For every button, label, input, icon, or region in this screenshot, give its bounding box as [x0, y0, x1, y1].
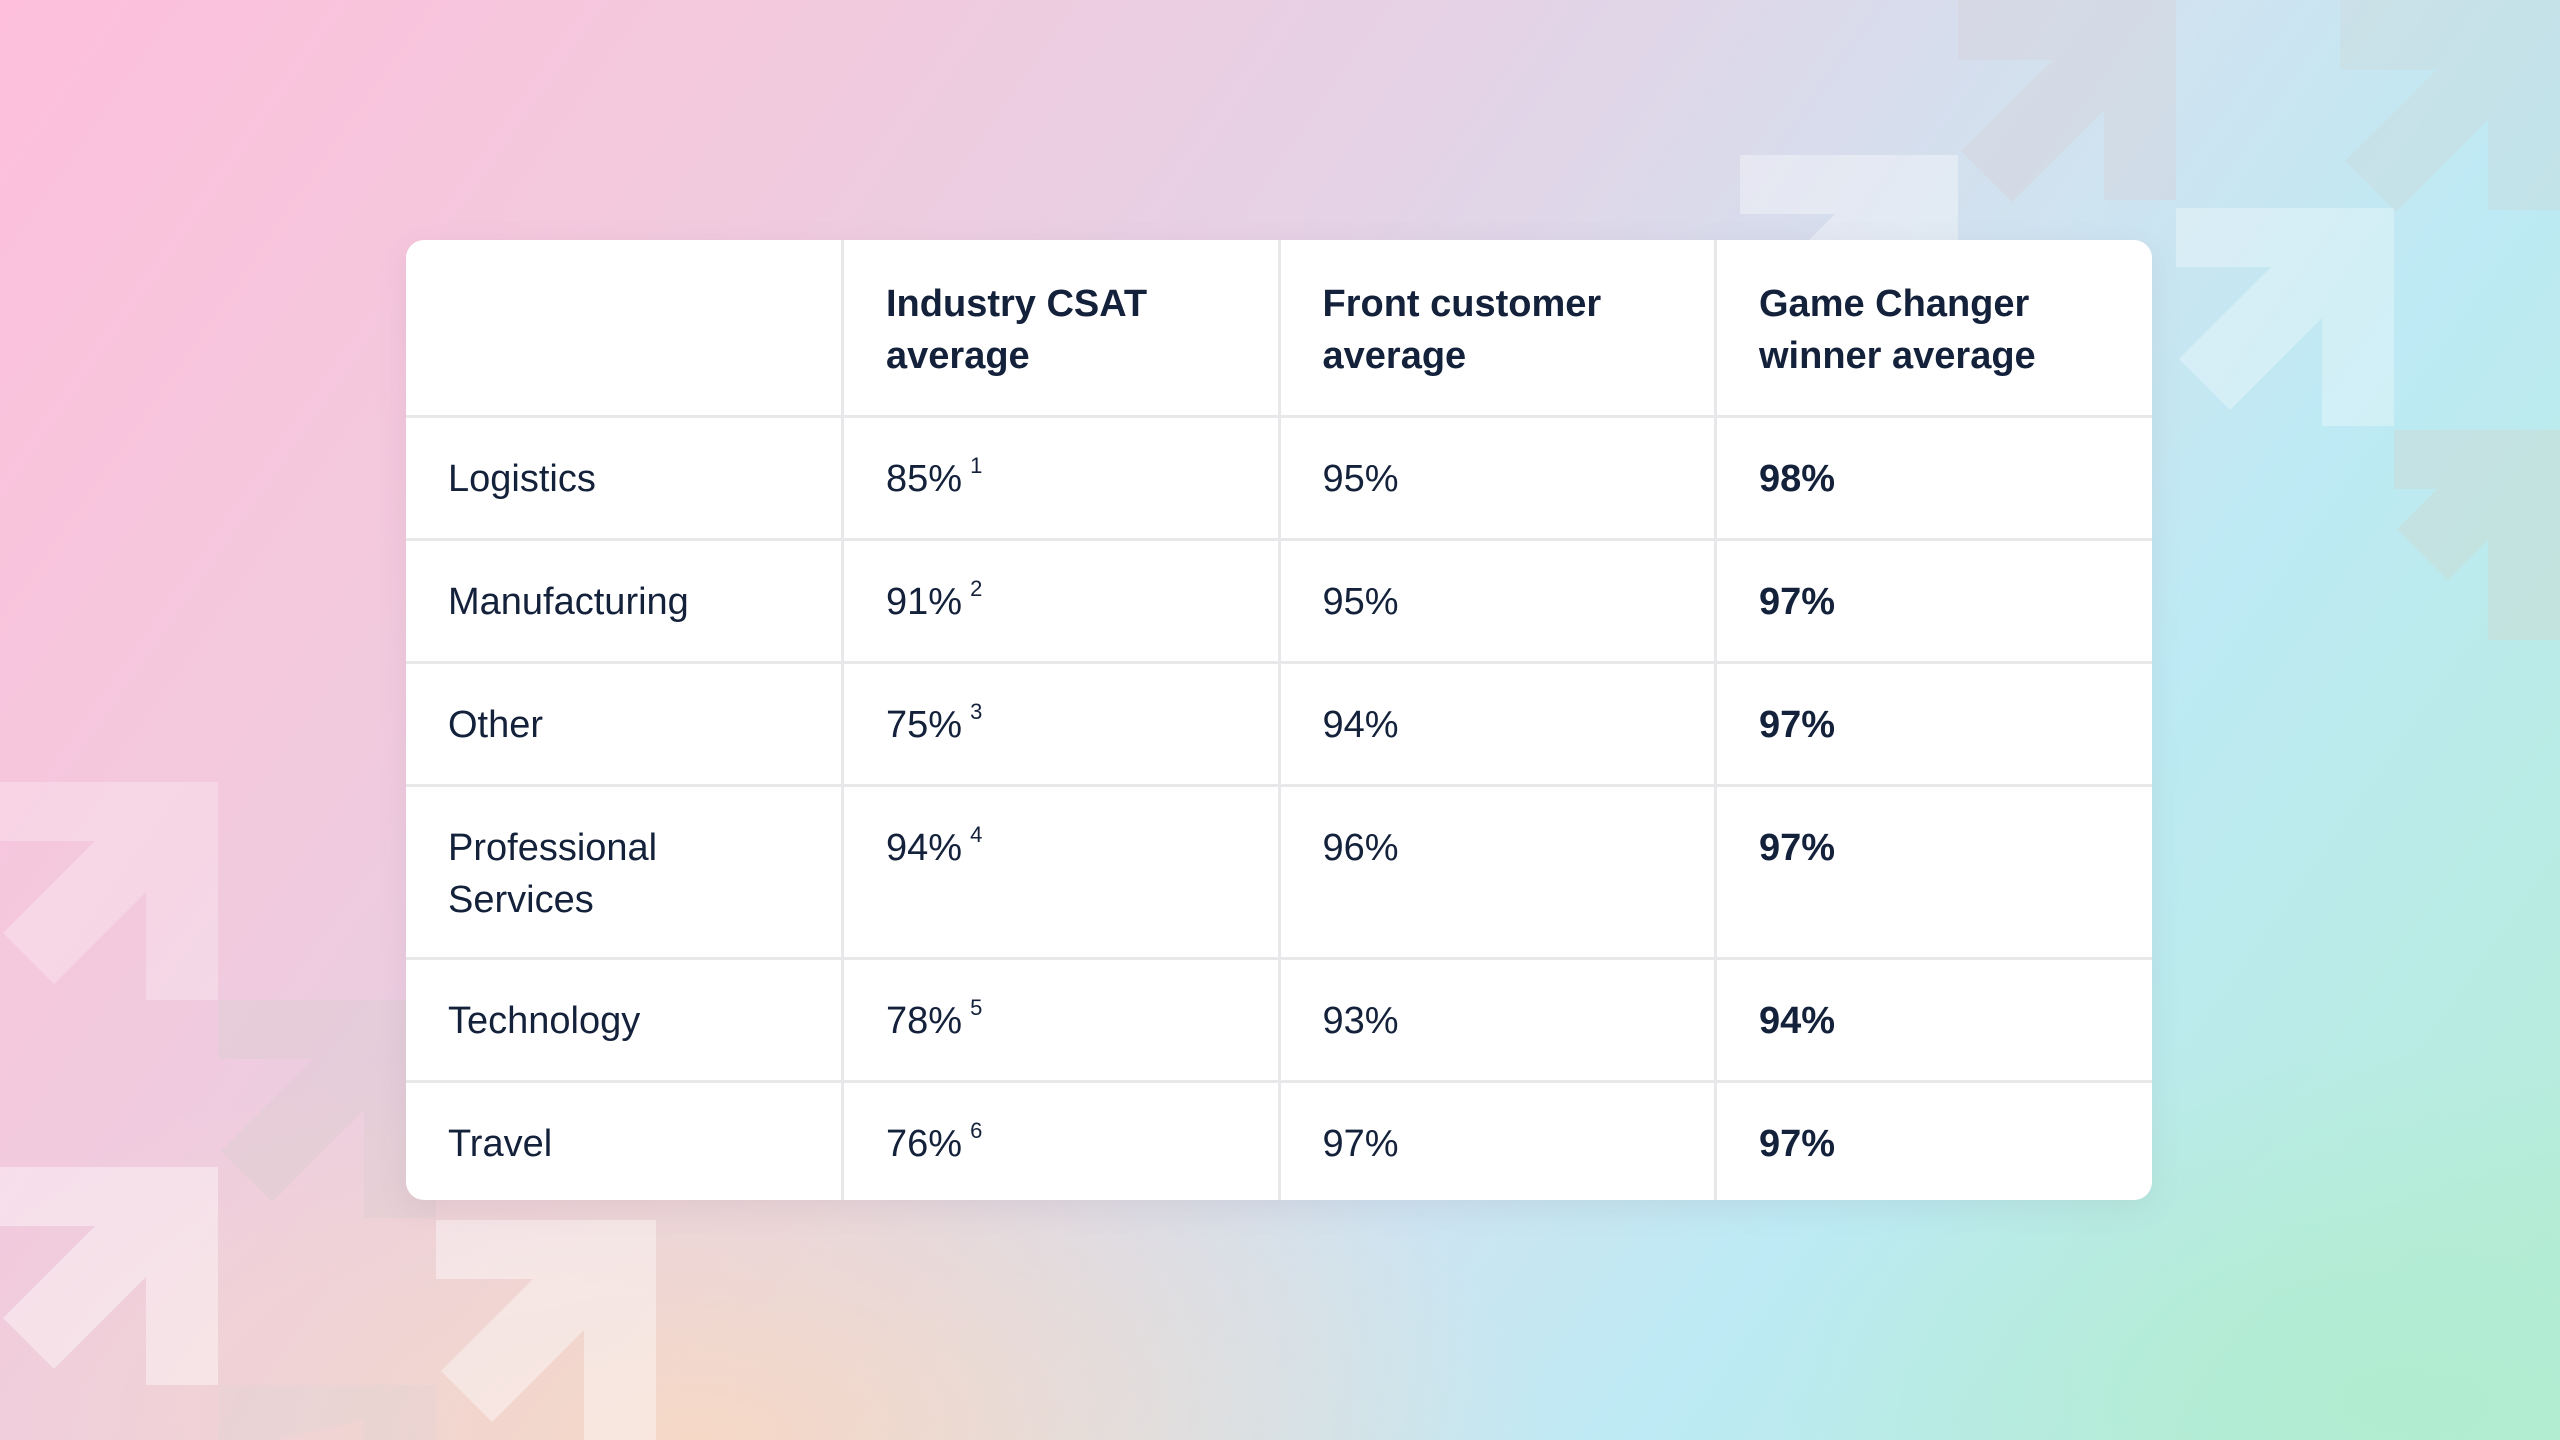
game-changer-value: 94% [1714, 956, 2152, 1083]
arrow-up-right-icon [2176, 208, 2394, 426]
industry-csat-cell: 94% 4 [841, 783, 1281, 960]
table-row: Other 75% 3 94% 97% [406, 660, 2152, 787]
industry-name: Technology [406, 956, 844, 1083]
footnote-marker: 3 [970, 698, 983, 724]
arrow-up-right-icon [2394, 430, 2560, 640]
industry-csat-cell: 85% 1 [841, 414, 1281, 541]
footnote-marker: 6 [970, 1117, 983, 1143]
front-customer-value: 94% [1277, 660, 1717, 787]
front-customer-value: 96% [1277, 783, 1717, 960]
industry-csat-value: 76% [886, 1122, 963, 1165]
industry-csat-value: 91% [886, 580, 963, 623]
industry-name: Travel [406, 1079, 844, 1200]
csat-comparison-card: Industry CSAT average Front customer ave… [406, 240, 2152, 1200]
industry-csat-cell: 75% 3 [841, 660, 1281, 787]
front-customer-value: 93% [1277, 956, 1717, 1083]
table-row: Professional Services 94% 4 96% 97% [406, 783, 2152, 960]
table-header-row: Industry CSAT average Front customer ave… [406, 240, 2152, 418]
front-customer-value: 95% [1277, 414, 1717, 541]
header-industry-csat-average: Industry CSAT average [841, 240, 1281, 418]
footnote-marker: 2 [970, 575, 983, 601]
front-customer-value: 97% [1277, 1079, 1717, 1200]
header-game-changer-winner-average: Game Changer winner average [1714, 240, 2152, 418]
game-changer-value: 97% [1714, 783, 2152, 960]
arrow-up-right-icon [218, 1385, 436, 1440]
footnote-marker: 5 [970, 994, 983, 1020]
industry-csat-cell: 91% 2 [841, 537, 1281, 664]
industry-name: Professional Services [406, 783, 844, 960]
industry-csat-value: 78% [886, 999, 963, 1042]
game-changer-value: 98% [1714, 414, 2152, 541]
industry-csat-value: 85% [886, 457, 963, 500]
footnote-marker: 1 [970, 452, 983, 478]
table-row: Travel 76% 6 97% 97% [406, 1079, 2152, 1200]
arrow-up-right-icon [2340, 0, 2560, 212]
game-changer-value: 97% [1714, 1079, 2152, 1200]
arrow-up-right-icon [0, 782, 218, 1000]
industry-csat-cell: 76% 6 [841, 1079, 1281, 1200]
front-customer-value: 95% [1277, 537, 1717, 664]
game-changer-value: 97% [1714, 537, 2152, 664]
industry-csat-cell: 78% 5 [841, 956, 1281, 1083]
industry-name: Other [406, 660, 844, 787]
industry-name: Logistics [406, 414, 844, 541]
table-row: Technology 78% 5 93% 94% [406, 956, 2152, 1083]
table-row: Logistics 85% 1 95% 98% [406, 414, 2152, 541]
arrow-up-right-icon [1958, 0, 2176, 202]
header-front-customer-average: Front customer average [1277, 240, 1717, 418]
industry-name: Manufacturing [406, 537, 844, 664]
table-row: Manufacturing 91% 2 95% 97% [406, 537, 2152, 664]
footnote-marker: 4 [970, 821, 983, 847]
header-industry [406, 240, 844, 418]
game-changer-value: 97% [1714, 660, 2152, 787]
industry-csat-value: 75% [886, 703, 963, 746]
arrow-up-right-icon [218, 1000, 436, 1218]
csat-comparison-table: Industry CSAT average Front customer ave… [406, 240, 2152, 1200]
industry-csat-value: 94% [886, 826, 963, 869]
arrow-up-right-icon [0, 1167, 218, 1385]
arrow-up-right-icon [436, 1220, 656, 1440]
